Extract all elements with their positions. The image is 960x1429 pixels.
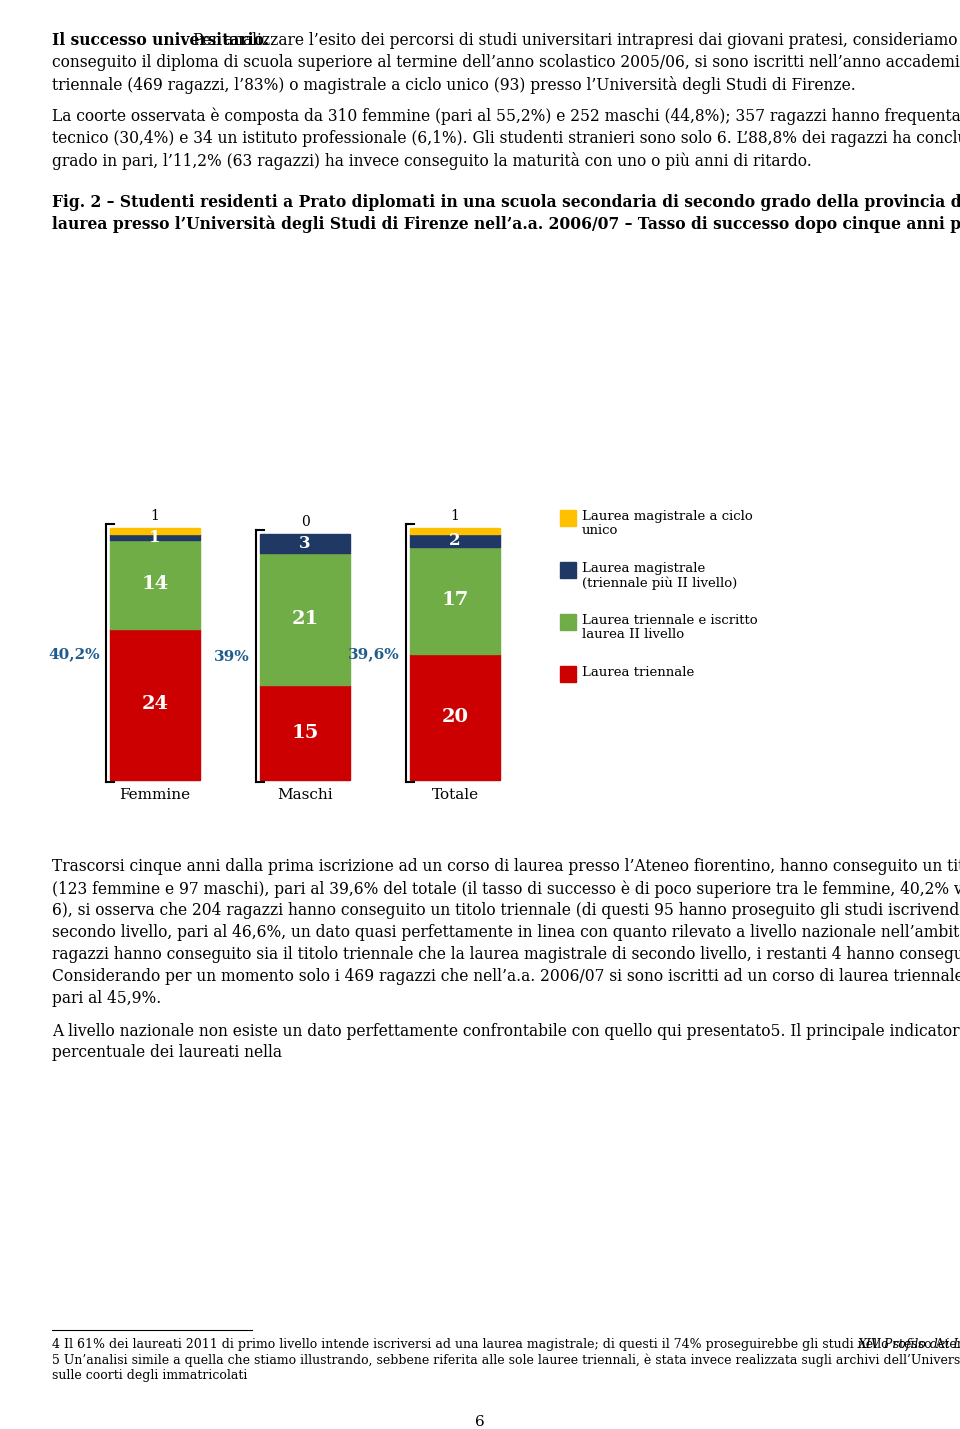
Bar xyxy=(260,553,350,686)
Text: laurea presso l’Università degli Studi di Firenze nell’a.a. 2006/07 – Tasso di s: laurea presso l’Università degli Studi d… xyxy=(52,216,960,233)
Text: 4 Il 61% dei laureati 2011 di primo livello intende iscriversi ad una laurea mag: 4 Il 61% dei laureati 2011 di primo live… xyxy=(52,1338,960,1350)
Text: Per analizzare l’esito dei percorsi di studi universitari intrapresi dai giovani: Per analizzare l’esito dei percorsi di s… xyxy=(193,31,960,49)
Text: 0: 0 xyxy=(300,514,309,529)
Text: unico: unico xyxy=(582,524,618,537)
Bar xyxy=(560,562,576,577)
Text: 39,6%: 39,6% xyxy=(348,647,400,660)
Bar xyxy=(560,614,576,630)
Text: secondo livello, pari al 46,6%, un dato quasi perfettamente in linea con quanto : secondo livello, pari al 46,6%, un dato … xyxy=(52,925,960,942)
Text: 1: 1 xyxy=(151,509,159,523)
Text: grado in pari, l’11,2% (63 ragazzi) ha invece conseguito la maturità con uno o p: grado in pari, l’11,2% (63 ragazzi) ha i… xyxy=(52,151,812,170)
Text: XIV Profilo dei Laureati italiani: XIV Profilo dei Laureati italiani xyxy=(858,1338,960,1350)
Text: (triennale più II livello): (triennale più II livello) xyxy=(582,576,737,590)
Text: (123 femmine e 97 maschi), pari al 39,6% del totale (il tasso di successo è di p: (123 femmine e 97 maschi), pari al 39,6%… xyxy=(52,880,960,897)
Text: 39%: 39% xyxy=(214,650,250,664)
Text: percentuale dei laureati nella: percentuale dei laureati nella xyxy=(52,1045,282,1062)
Text: 6: 6 xyxy=(475,1415,485,1429)
Text: 21: 21 xyxy=(292,610,319,629)
Text: Il successo universitario.: Il successo universitario. xyxy=(52,31,269,49)
Bar xyxy=(260,534,350,553)
Text: 1: 1 xyxy=(450,509,460,523)
Text: 20: 20 xyxy=(442,707,468,726)
Text: conseguito il diploma di scuola superiore al termine dell’anno scolastico 2005/0: conseguito il diploma di scuola superior… xyxy=(52,54,960,71)
Text: A livello nazionale non esiste un dato perfettamente confrontabile con quello qu: A livello nazionale non esiste un dato p… xyxy=(52,1022,960,1040)
Text: Totale: Totale xyxy=(431,787,479,802)
Bar xyxy=(110,629,200,780)
Text: pari al 45,9%.: pari al 45,9%. xyxy=(52,990,161,1007)
Text: Laurea triennale e iscritto: Laurea triennale e iscritto xyxy=(582,614,757,627)
Text: Maschi: Maschi xyxy=(277,787,333,802)
Text: triennale (469 ragazzi, l’83%) o magistrale a ciclo unico (93) presso l’Universi: triennale (469 ragazzi, l’83%) o magistr… xyxy=(52,76,855,94)
Bar xyxy=(110,527,200,534)
Bar xyxy=(260,686,350,780)
Text: tecnico (30,4%) e 34 un istituto professionale (6,1%). Gli studenti stranieri so: tecnico (30,4%) e 34 un istituto profess… xyxy=(52,130,960,147)
Text: 5 Un’analisi simile a quella che stiamo illustrando, sebbene riferita alle sole : 5 Un’analisi simile a quella che stiamo … xyxy=(52,1353,960,1368)
Text: 1: 1 xyxy=(149,529,160,546)
Text: 2: 2 xyxy=(449,532,461,549)
Text: 6), si osserva che 204 ragazzi hanno conseguito un titolo triennale (di questi 9: 6), si osserva che 204 ragazzi hanno con… xyxy=(52,902,960,919)
Text: 3: 3 xyxy=(300,534,311,552)
Text: Laurea magistrale a ciclo: Laurea magistrale a ciclo xyxy=(582,510,753,523)
Text: Laurea triennale: Laurea triennale xyxy=(582,666,694,679)
Text: La coorte osservata è composta da 310 femmine (pari al 55,2%) e 252 maschi (44,8: La coorte osservata è composta da 310 fe… xyxy=(52,109,960,126)
Text: Laurea magistrale: Laurea magistrale xyxy=(582,562,706,574)
Text: Femmine: Femmine xyxy=(119,787,191,802)
Bar xyxy=(410,546,500,654)
Bar xyxy=(410,534,500,546)
Bar xyxy=(560,666,576,682)
Text: ragazzi hanno conseguito sia il titolo triennale che la laurea magistrale di sec: ragazzi hanno conseguito sia il titolo t… xyxy=(52,946,960,963)
Bar xyxy=(560,510,576,526)
Text: sulle coorti degli immatricolati: sulle coorti degli immatricolati xyxy=(52,1369,248,1382)
Bar xyxy=(110,540,200,629)
Text: 40,2%: 40,2% xyxy=(48,647,100,660)
Text: Fig. 2 – Studenti residenti a Prato diplomati in una scuola secondaria di second: Fig. 2 – Studenti residenti a Prato dipl… xyxy=(52,194,960,210)
Bar xyxy=(110,534,200,540)
Text: 24: 24 xyxy=(141,696,169,713)
Text: 17: 17 xyxy=(442,592,468,609)
Text: laurea II livello: laurea II livello xyxy=(582,627,684,642)
Bar xyxy=(410,527,500,534)
Text: Considerando per un momento solo i 469 ragazzi che nell’a.a. 2006/07 si sono isc: Considerando per un momento solo i 469 r… xyxy=(52,969,960,986)
Text: Trascorsi cinque anni dalla prima iscrizione ad un corso di laurea presso l’Aten: Trascorsi cinque anni dalla prima iscriz… xyxy=(52,859,960,876)
Text: 15: 15 xyxy=(291,723,319,742)
Text: 14: 14 xyxy=(141,576,169,593)
Bar xyxy=(410,654,500,780)
